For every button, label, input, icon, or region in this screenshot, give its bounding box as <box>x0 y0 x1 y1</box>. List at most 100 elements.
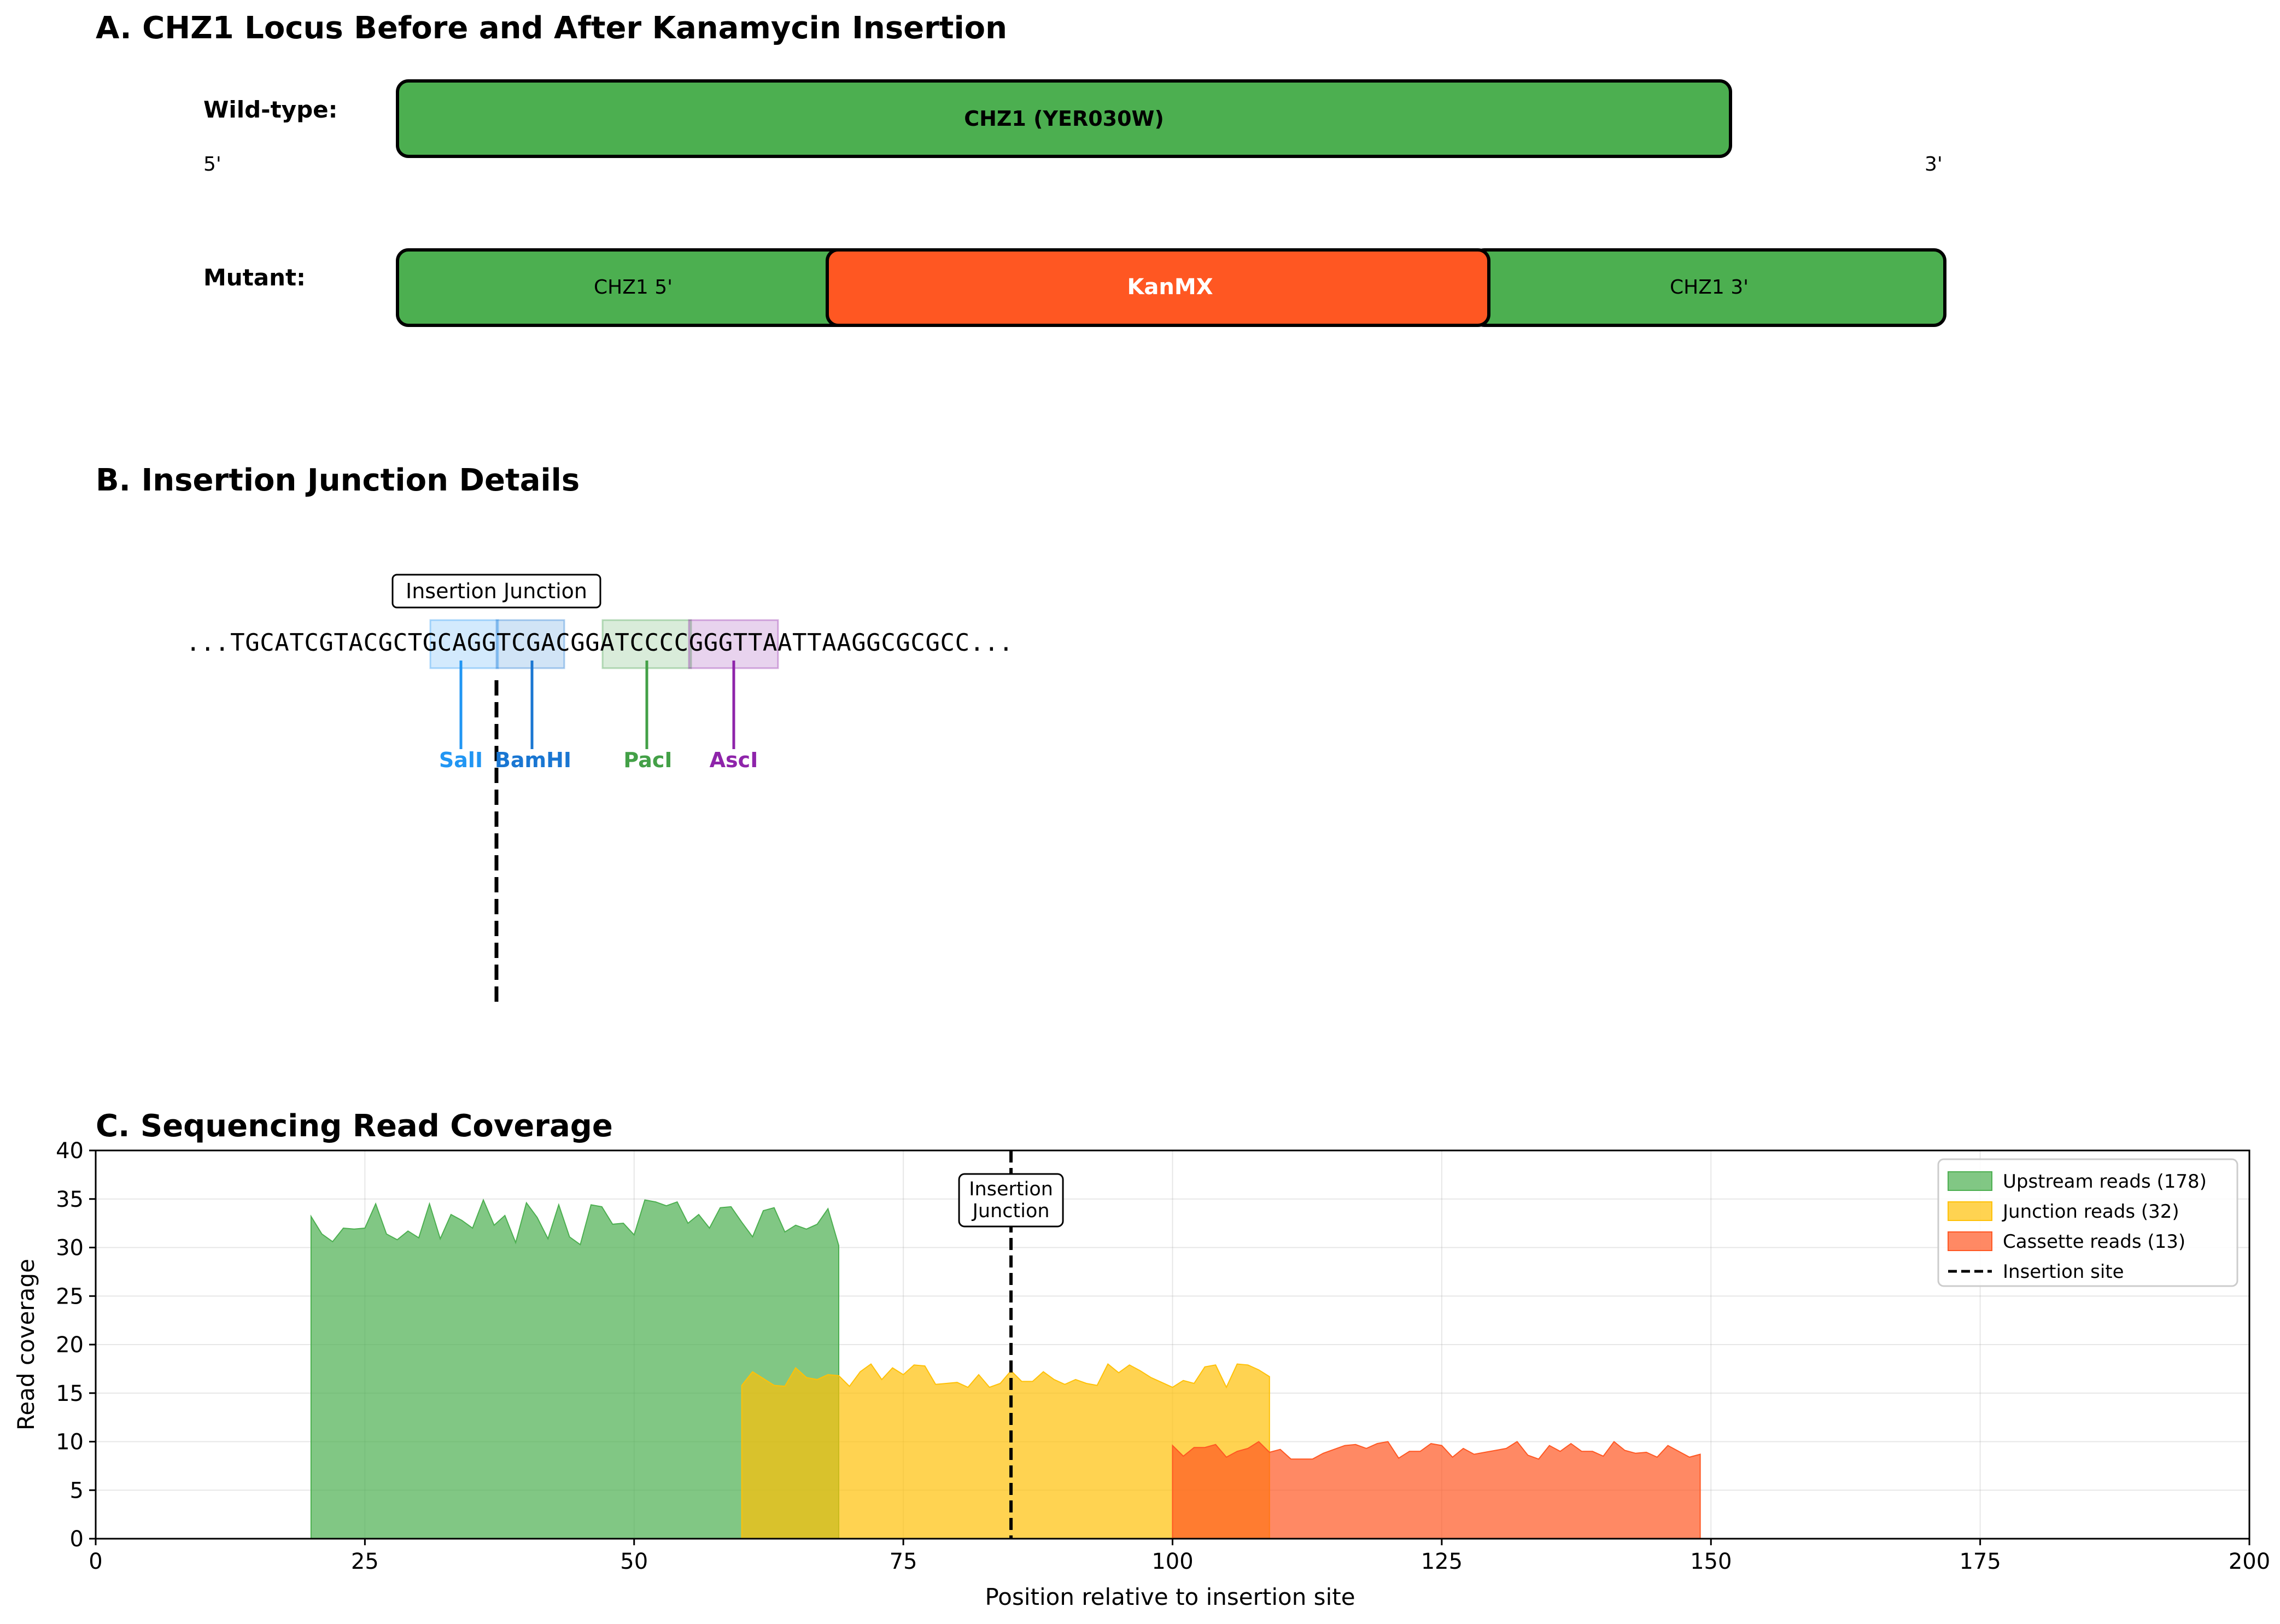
panel-b-title: B. Insertion Junction Details <box>96 463 580 498</box>
asci-label: AscI <box>710 748 758 772</box>
chz1-5prime-label: CHZ1 5' <box>594 276 673 299</box>
sequence-char: C <box>511 629 526 657</box>
sequence-char: C <box>955 629 970 657</box>
x-tick-label: 150 <box>1690 1549 1732 1574</box>
sequence-char: A <box>600 629 615 657</box>
y-tick-label: 15 <box>56 1381 84 1406</box>
sequence-char: ... <box>970 629 1013 657</box>
sequence-char: C <box>645 629 659 657</box>
sequence-char: G <box>482 629 496 657</box>
sequence-char: C <box>630 629 645 657</box>
sequence-char: G <box>718 629 733 657</box>
bamhi-label: BamHI <box>495 748 571 772</box>
sequence-char: A <box>837 629 851 657</box>
x-tick-label: 100 <box>1151 1549 1193 1574</box>
sequence-char: T <box>289 629 304 657</box>
sequence-char: C <box>556 629 570 657</box>
sequence-char: G <box>245 629 260 657</box>
mutant-label: Mutant: <box>203 264 306 291</box>
sequence-char: G <box>866 629 881 657</box>
insertion-annotation-text: Insertion <box>969 1178 1053 1200</box>
y-tick-label: 5 <box>70 1478 84 1503</box>
sequence-char: G <box>851 629 866 657</box>
sequence-char: C <box>659 629 674 657</box>
panel-a: A. CHZ1 Locus Before and After Kanamycin… <box>96 10 1946 327</box>
x-tick-label: 0 <box>89 1549 102 1574</box>
sequence-char: A <box>274 629 289 657</box>
sequence-char: T <box>334 629 349 657</box>
three-prime-label: 3' <box>1925 153 1943 176</box>
insertion-annotation-box <box>958 1173 1064 1228</box>
sequence-char: T <box>230 629 245 657</box>
sequence-char: G <box>896 629 910 657</box>
insertion-annotation-text: Junction <box>972 1200 1050 1222</box>
sequence-char: T <box>496 629 511 657</box>
asci-highlight <box>688 619 779 669</box>
sequence-char: G <box>926 629 940 657</box>
x-tick-label: 75 <box>890 1549 917 1574</box>
sequence-char: T <box>615 629 629 657</box>
x-tick-label: 25 <box>351 1549 379 1574</box>
y-tick-label: 10 <box>56 1430 84 1455</box>
y-tick-label: 20 <box>56 1333 84 1358</box>
sequence-char: C <box>881 629 896 657</box>
sequence-char: C <box>260 629 274 657</box>
chz1-3prime-label: CHZ1 3' <box>1670 276 1749 299</box>
sequence-char: G <box>423 629 437 657</box>
chart-ticks: 0 25 50 75 100 125 150 175 200 0 5 10 15 20 25 30 35 40 <box>56 1138 2270 1574</box>
panel-c: C. Sequencing Read Coverage InsertionJun… <box>13 1108 2270 1610</box>
junction-callout-box <box>391 574 601 609</box>
sequence-char: ... <box>186 629 229 657</box>
sequence-char: C <box>437 629 452 657</box>
dna-sequence: ... T G C A T C G T A C G C T G C A G G T C G A C G G A T C C C C G G G T T A… <box>186 629 1013 657</box>
wildtype-label: Wild-type: <box>203 96 337 123</box>
legend-swatch-1 <box>1948 1201 1992 1221</box>
kanmx-block <box>826 248 1490 327</box>
sequence-char: G <box>378 629 393 657</box>
legend-box <box>1937 1158 2238 1287</box>
sequence-char: C <box>364 629 378 657</box>
legend-entry-0: Upstream reads (178) <box>2003 1171 2207 1193</box>
wildtype-gene-label: CHZ1 (YER030W) <box>964 107 1164 131</box>
sequence-char: A <box>777 629 792 657</box>
x-tick-label: 200 <box>2229 1549 2270 1574</box>
area-series-2 <box>1172 1441 1701 1539</box>
sequence-char: G <box>704 629 718 657</box>
sali-highlight <box>429 619 499 669</box>
y-tick-label: 0 <box>70 1527 84 1552</box>
sequence-char: A <box>349 629 364 657</box>
panel-a-title: A. CHZ1 Locus Before and After Kanamycin… <box>96 10 1007 46</box>
x-tick-label: 175 <box>1959 1549 2001 1574</box>
paci-label: PacI <box>623 748 672 772</box>
sequence-char: C <box>940 629 955 657</box>
sequence-char: G <box>319 629 334 657</box>
sequence-char: T <box>748 629 763 657</box>
five-prime-label: 5' <box>203 153 221 176</box>
sequence-char: C <box>304 629 319 657</box>
legend-swatch-0 <box>1948 1171 1992 1191</box>
y-tick-label: 35 <box>56 1187 84 1212</box>
legend-entry-insertion: Insertion site <box>2003 1261 2124 1283</box>
sequence-char: T <box>807 629 822 657</box>
sequence-char: A <box>763 629 777 657</box>
panel-c-title: C. Sequencing Read Coverage <box>96 1108 613 1144</box>
y-tick-label: 30 <box>56 1236 84 1261</box>
sequence-char: A <box>541 629 556 657</box>
sequence-char: C <box>674 629 689 657</box>
sequence-char: C <box>910 629 925 657</box>
sequence-char: A <box>822 629 837 657</box>
sequence-char: G <box>467 629 482 657</box>
sequence-char: G <box>585 629 600 657</box>
sequence-char: T <box>733 629 748 657</box>
kanmx-label: KanMX <box>1127 274 1213 300</box>
sequence-char: T <box>792 629 807 657</box>
panel-b: B. Insertion Junction Details Insertion … <box>96 463 1013 1002</box>
sequence-char: G <box>526 629 541 657</box>
sequence-char: A <box>452 629 467 657</box>
wildtype-gene-block <box>396 79 1732 158</box>
x-tick-label: 125 <box>1421 1549 1463 1574</box>
y-tick-label: 40 <box>56 1138 84 1164</box>
chart-legend: Upstream reads (178) Junction reads (32) C… <box>1937 1158 2238 1287</box>
